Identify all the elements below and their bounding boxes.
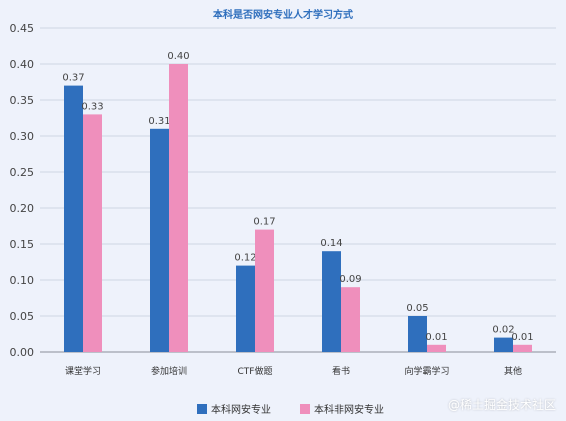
data-label: 0.02 (492, 325, 514, 336)
legend-label: 本科网安专业 (211, 403, 271, 416)
x-tick-label: CTF做题 (238, 365, 273, 377)
data-label: 0.40 (167, 51, 189, 62)
legend-label: 本科非网安专业 (314, 403, 384, 416)
y-tick-label: 0.20 (10, 202, 35, 215)
y-tick-label: 0.00 (10, 346, 35, 359)
y-tick-label: 0.15 (10, 238, 35, 251)
y-tick-label: 0.35 (10, 94, 35, 107)
y-tick-label: 0.45 (10, 22, 35, 35)
x-axis: 课堂学习 参加培训 CTF做题 看书 向学霸学习 其他 (65, 365, 522, 377)
x-tick-label: 其他 (504, 365, 522, 377)
bar (83, 114, 102, 353)
bar (427, 344, 446, 352)
y-tick-label: 0.25 (10, 166, 35, 179)
data-label: 0.12 (234, 253, 256, 264)
legend-swatch (300, 404, 310, 414)
data-label: 0.01 (511, 332, 533, 343)
y-axis: 0.00 0.05 0.10 0.15 0.20 0.25 0.30 0.35 0.40 0.45 (10, 22, 35, 359)
legend: 本科网安专业 本科非网安专业 (197, 403, 384, 416)
x-tick-label: 看书 (332, 365, 350, 377)
bar (322, 251, 341, 352)
data-label: 0.01 (425, 332, 447, 343)
y-tick-label: 0.30 (10, 130, 35, 143)
bar (494, 337, 513, 352)
data-label: 0.37 (62, 73, 84, 84)
legend-swatch (197, 404, 207, 414)
bar (236, 265, 255, 352)
x-tick-label: 课堂学习 (65, 365, 101, 377)
y-tick-label: 0.40 (10, 58, 35, 71)
y-tick-label: 0.10 (10, 274, 35, 287)
data-label: 0.14 (320, 238, 342, 249)
watermark: @稀土掘金技术社区 (447, 398, 556, 412)
bar (513, 344, 532, 352)
bar (169, 64, 188, 352)
bar (150, 128, 169, 352)
data-label: 0.33 (81, 101, 103, 112)
chart-title: 本科是否网安专业人才学习方式 (213, 8, 353, 21)
bar (255, 229, 274, 352)
data-label: 0.17 (253, 217, 275, 228)
bar (341, 287, 360, 352)
bar (408, 316, 427, 352)
data-label: 0.09 (339, 274, 361, 285)
bar (64, 85, 83, 352)
x-tick-label: 向学霸学习 (404, 365, 449, 377)
x-tick-label: 参加培训 (151, 365, 187, 377)
y-tick-label: 0.05 (10, 310, 35, 323)
bars: 0.37 0.33 0.31 0.40 0.12 0.17 0.14 0.09 0.05 0.01… (62, 51, 534, 353)
grid-lines (40, 27, 556, 353)
data-label: 0.05 (406, 303, 428, 314)
data-label: 0.31 (148, 116, 170, 127)
